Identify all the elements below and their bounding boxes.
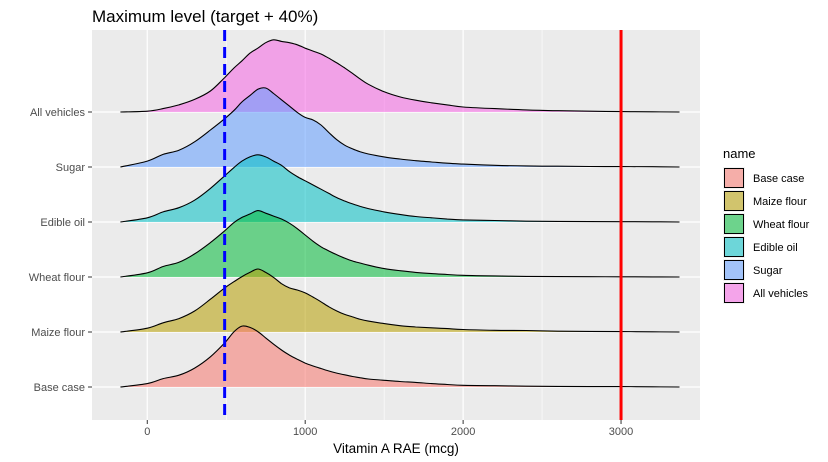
x-tick-label: 1000 <box>293 426 317 438</box>
plot-panel <box>92 30 700 420</box>
y-tick-label: Edible oil <box>40 217 85 229</box>
legend-label: Base case <box>753 173 804 185</box>
legend-swatch <box>724 260 744 280</box>
ridge-fill <box>120 87 680 167</box>
x-axis: 0 1000 2000 3000 <box>144 420 633 438</box>
legend: name Base case Maize flour Wheat flour Edib… <box>723 146 810 304</box>
ridge-fill <box>120 210 680 277</box>
x-axis-title: Vitamin A RAE (mcg) <box>333 441 459 456</box>
legend-swatch <box>724 283 744 303</box>
y-tick-label: Base case <box>34 382 85 394</box>
y-tick-label: All vehicles <box>30 107 86 119</box>
legend-label: All vehicles <box>753 288 809 300</box>
legend-swatch <box>724 237 744 257</box>
legend-item: Wheat flour <box>723 213 810 235</box>
legend-label: Edible oil <box>753 242 798 254</box>
density-ridges <box>120 39 680 388</box>
ridge-outline <box>120 39 680 113</box>
legend-label: Sugar <box>753 265 783 277</box>
legend-label: Wheat flour <box>753 219 810 231</box>
legend-swatch <box>724 191 744 211</box>
chart-title: Maximum level (target + 40%) <box>92 7 318 26</box>
y-tick-label: Maize flour <box>31 327 85 339</box>
ridge-fill <box>120 325 680 387</box>
legend-item: All vehicles <box>723 282 809 304</box>
x-tick-label: 3000 <box>609 426 633 438</box>
legend-title: name <box>723 146 756 161</box>
legend-label: Maize flour <box>753 196 807 208</box>
ridge-wheat-flour <box>120 210 680 278</box>
legend-swatch <box>724 168 744 188</box>
legend-item: Base case <box>723 167 804 189</box>
ridge-fill <box>120 154 680 222</box>
x-tick-label: 0 <box>144 426 150 438</box>
legend-swatch <box>724 214 744 234</box>
reference-lines <box>223 30 623 420</box>
x-tick-label: 2000 <box>451 426 475 438</box>
legend-item: Edible oil <box>723 236 798 258</box>
y-tick-label: Wheat flour <box>29 272 86 284</box>
ridge-outline <box>120 210 680 278</box>
legend-item: Maize flour <box>723 190 807 212</box>
y-axis: Base case Maize flour Wheat flour Edible oi… <box>29 107 92 394</box>
ridge-fill <box>120 269 680 332</box>
y-tick-label: Sugar <box>56 162 86 174</box>
legend-item: Sugar <box>723 259 783 281</box>
